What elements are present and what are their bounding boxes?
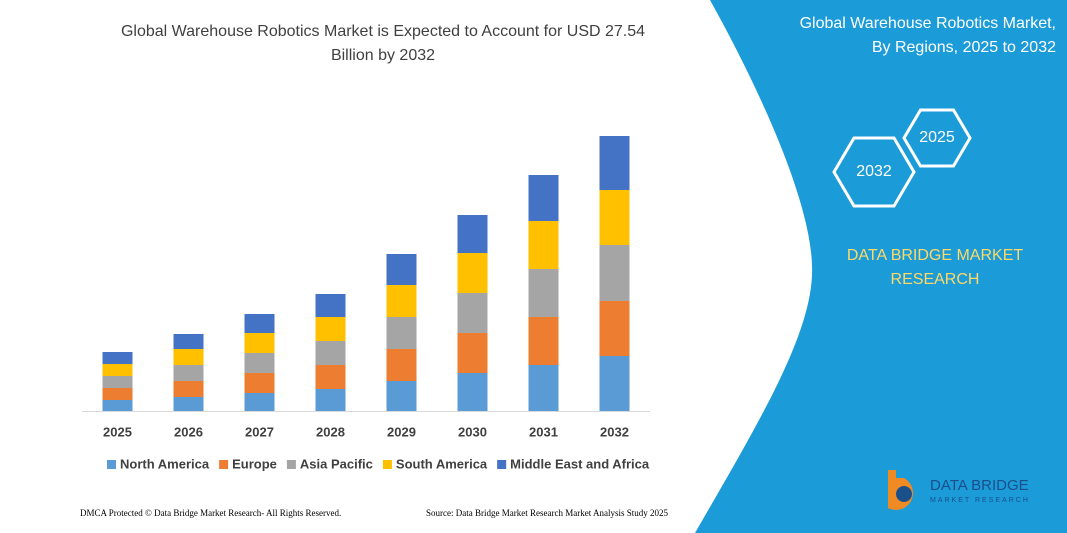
x-tick-label: 2027	[245, 424, 274, 439]
brand-text: RESEARCH	[891, 271, 980, 288]
bar-segment	[244, 393, 275, 411]
x-tick-label: 2030	[458, 424, 487, 439]
bar-segment	[386, 317, 417, 349]
legend-swatch	[497, 460, 507, 469]
bar-segment	[102, 352, 133, 364]
hexagon	[832, 136, 916, 208]
bar-segment	[528, 365, 559, 411]
bar-segment	[457, 215, 488, 253]
bar-segment	[244, 314, 275, 333]
bar-segment	[102, 388, 133, 400]
logo-tagline: MARKET RESEARCH	[930, 497, 1030, 504]
bar-segment	[315, 294, 346, 317]
legend-label: South America	[396, 456, 488, 471]
bar-segment	[457, 293, 488, 333]
bar-segment	[102, 376, 133, 388]
bar-segment	[102, 364, 133, 376]
x-tick-label: 2031	[529, 424, 558, 439]
bar-segment	[315, 365, 346, 389]
hexagon	[902, 108, 972, 168]
legend-label: Europe	[232, 456, 277, 471]
x-tick-label: 2028	[316, 424, 345, 439]
bar-segment	[528, 269, 559, 317]
bar-segment	[528, 317, 559, 365]
legend-swatch	[219, 460, 229, 469]
legend-label: Middle East and Africa	[510, 456, 650, 471]
x-tick-label: 2029	[387, 424, 416, 439]
bar-segment	[457, 253, 488, 293]
chart-title: Global Warehouse Robotics Market is Expe…	[121, 23, 645, 40]
bar-segment	[599, 190, 630, 245]
brand-text: DATA BRIDGE MARKET	[847, 247, 1024, 264]
bar-segment	[457, 333, 488, 373]
legend-label: Asia Pacific	[300, 456, 373, 471]
x-tick-label: 2032	[600, 424, 629, 439]
bar-segment	[315, 341, 346, 365]
hexagon-label: 2025	[919, 129, 955, 146]
bar-segment	[599, 245, 630, 301]
bar-segment	[244, 353, 275, 373]
logo-name: DATA BRIDGE	[930, 477, 1029, 494]
bar-segment	[315, 317, 346, 341]
bar-segment	[173, 397, 204, 411]
bar-segment	[102, 400, 133, 411]
bar-segment	[599, 136, 630, 190]
bar-segment	[173, 381, 204, 397]
hexagon-label: 2032	[856, 163, 892, 180]
bar-segment	[386, 349, 417, 381]
bar-segment	[173, 349, 204, 365]
legend-swatch	[382, 460, 392, 469]
legend-swatch	[107, 460, 116, 469]
bar-segment	[244, 333, 275, 353]
legend-label: North America	[120, 456, 210, 471]
x-tick-label: 2026	[174, 424, 203, 439]
bar-segment	[599, 301, 630, 356]
bar-segment	[386, 254, 417, 285]
bar-segment	[599, 356, 630, 411]
footer-left: DMCA Protected © Data Bridge Market Rese…	[80, 508, 341, 518]
bar-segment	[386, 381, 417, 411]
bar-segment	[457, 373, 488, 411]
bar-segment	[528, 221, 559, 269]
bar-segment	[315, 389, 346, 411]
bar-segment	[528, 175, 559, 221]
bar-segment	[173, 334, 204, 349]
panel-title: Global Warehouse Robotics Market,	[800, 15, 1056, 32]
logo: DATA BRIDGE MARKET RESEARCH	[888, 470, 1030, 510]
legend-swatch	[286, 460, 296, 469]
bar-segment	[173, 365, 204, 381]
bar-segment	[386, 285, 417, 317]
side-panel	[695, 0, 1067, 533]
logo-mark	[896, 486, 912, 502]
x-tick-label: 2025	[103, 424, 132, 439]
panel-title: By Regions, 2025 to 2032	[872, 39, 1056, 56]
footer-right: Source: Data Bridge Market Research Mark…	[426, 508, 668, 518]
chart-title: Billion by 2032	[331, 47, 435, 64]
bar-segment	[244, 373, 275, 393]
